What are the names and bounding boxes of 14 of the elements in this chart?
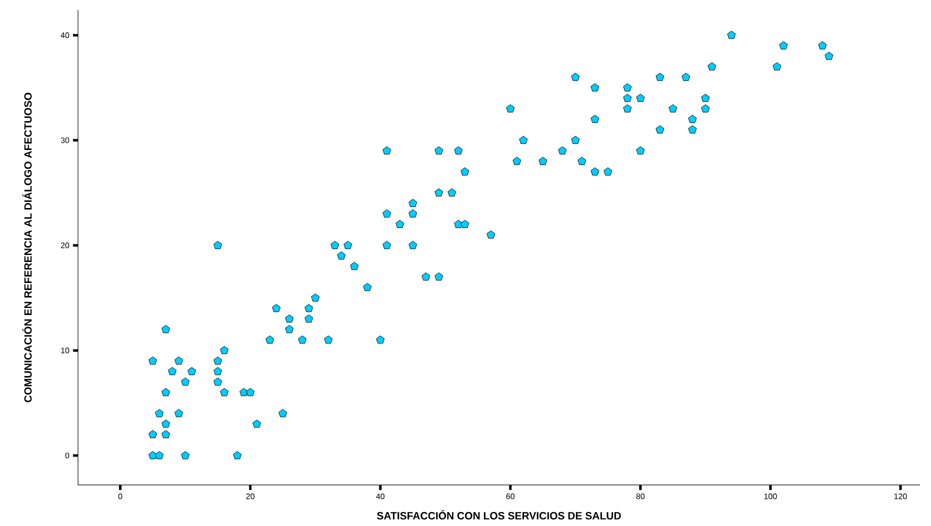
x-tick-label: 100	[764, 494, 777, 500]
y-tick-label: 40	[60, 32, 70, 38]
y-axis-title: COMUNICACIÓN EN REFERENCIA AL DIÁLOGO AFECTUOSO	[22, 92, 32, 402]
y-tick-label: 20	[60, 242, 70, 248]
y-tick-label: 0	[65, 452, 70, 458]
x-tick-label: 40	[376, 494, 384, 500]
x-tick-label: 120	[894, 494, 907, 500]
x-tick-label: 20	[246, 494, 254, 500]
y-tick-label: 30	[60, 137, 70, 144]
y-tick-label: 10	[61, 348, 70, 354]
x-tick-label: 0	[118, 494, 122, 500]
x-axis-title: SATISFACCIÓN CON LOS SERVICIOS DE SALUD	[376, 510, 621, 520]
x-tick-label: 80	[636, 494, 645, 500]
x-tick-label: 60	[506, 494, 515, 500]
